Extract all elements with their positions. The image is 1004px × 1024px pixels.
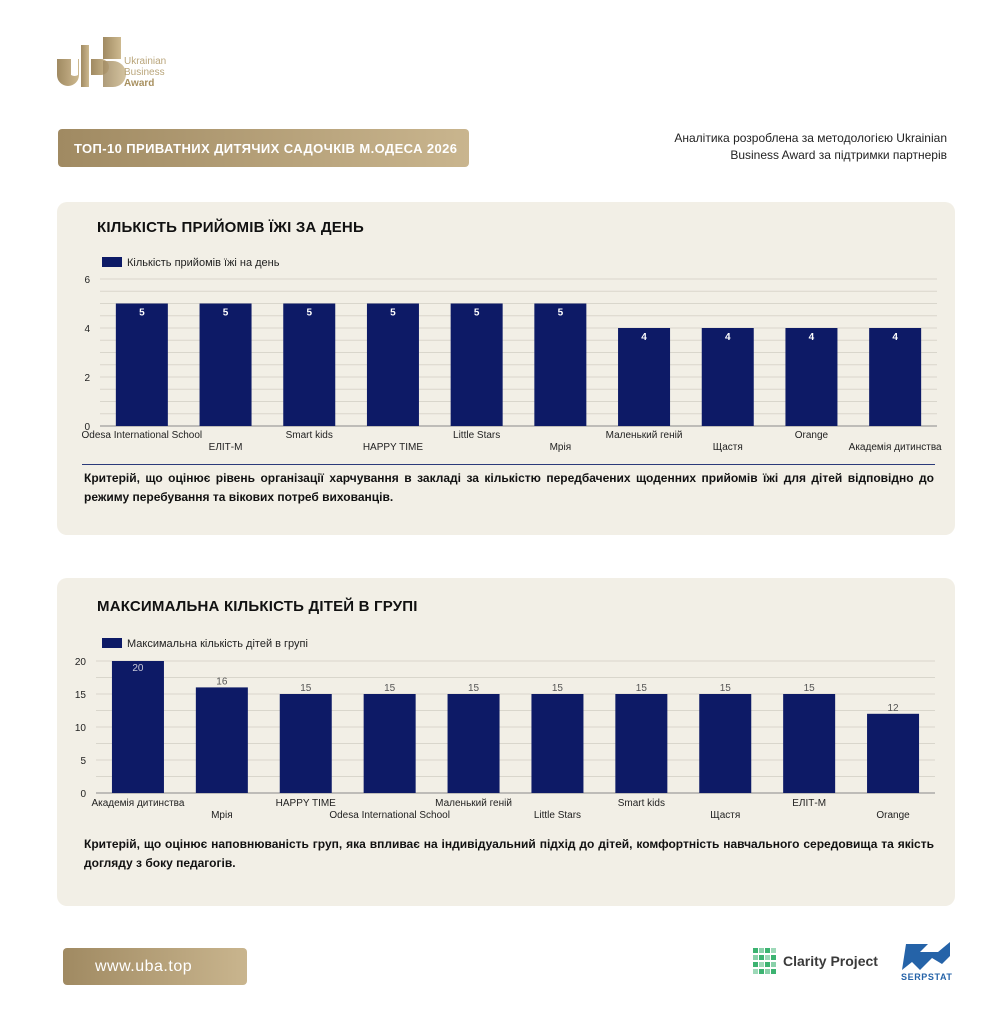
bar [618, 328, 671, 426]
data-label: 5 [558, 308, 564, 319]
x-tick-label: Odesa International School [82, 430, 203, 441]
bar [283, 303, 336, 426]
x-tick-label: Мрія [550, 442, 572, 453]
bar [279, 694, 332, 793]
x-tick-label: Маленький геній [435, 798, 512, 809]
data-label: 20 [132, 663, 144, 674]
data-label: 15 [636, 683, 648, 694]
chart-card-group-size: МАКСИМАЛЬНА КІЛЬКІСТЬ ДІТЕЙ В ГРУПІ Макс… [57, 578, 955, 906]
x-tick-label: Маленький геній [606, 430, 683, 441]
chart-group-size: Максимальна кількість дітей в групі 0 5 10 1… [75, 638, 935, 821]
data-label: 5 [223, 308, 229, 319]
x-tick-label: Little Stars [453, 430, 500, 441]
bar [867, 713, 920, 793]
data-label: 4 [725, 332, 731, 343]
y-tick-label: 20 [75, 657, 87, 668]
data-label: 15 [804, 683, 816, 694]
clarity-project-label: Clarity Project [783, 953, 878, 969]
data-label: 15 [468, 683, 480, 694]
page-title: ТОП-10 ПРИВАТНИХ ДИТЯЧИХ САДОЧКІВ М.ОДЕС… [58, 129, 469, 167]
serpstat-label: SERPSTAT [901, 972, 953, 982]
data-label: 4 [809, 332, 815, 343]
bar [699, 694, 752, 793]
chart-meals: Кількість прийомів їжі на день 0 2 4 6 5 Odesa… [82, 257, 942, 453]
x-tick-label: Smart kids [286, 430, 333, 441]
legend-label: Кількість прийомів їжі на день [127, 257, 280, 269]
uba-logo-icon [57, 37, 126, 87]
divider [82, 464, 935, 465]
data-label: 4 [892, 332, 898, 343]
x-tick-label: Щастя [713, 442, 743, 453]
methodology-note-line-1: Аналітика розроблена за методологією Ukr… [674, 131, 947, 145]
bar [534, 303, 587, 426]
bar [199, 303, 252, 426]
x-tick-label: ЕЛІТ-М [209, 442, 243, 453]
x-tick-label: Академія дитинства [849, 442, 942, 453]
logo-line-3: Award [124, 78, 155, 89]
legend-label: Максимальна кількість дітей в групі [127, 638, 308, 650]
y-tick-label: 6 [84, 275, 90, 286]
bar [366, 303, 419, 426]
website-link[interactable]: www.uba.top [63, 948, 247, 985]
x-tick-label: Академія дитинства [91, 798, 184, 809]
y-tick-label: 4 [84, 324, 90, 335]
y-tick-label: 0 [84, 422, 90, 433]
bar [701, 328, 754, 426]
x-tick-label: HAPPY TIME [276, 798, 337, 809]
x-tick-label: Orange [795, 430, 829, 441]
criterion-text: Критерій, що оцінює наповнюваність груп,… [84, 837, 934, 870]
y-tick-label: 0 [80, 789, 86, 800]
criterion-text: Критерій, що оцінює рівень організації х… [84, 471, 934, 504]
x-tick-label: Odesa International School [329, 810, 450, 821]
x-tick-label: Мрія [211, 810, 233, 821]
bar [615, 694, 668, 793]
data-label: 5 [139, 308, 145, 319]
bar [111, 661, 164, 793]
bar [363, 694, 416, 793]
x-tick-label: Щастя [710, 810, 740, 821]
data-label: 15 [384, 683, 396, 694]
x-tick-label: Little Stars [534, 810, 581, 821]
y-tick-label: 15 [75, 690, 87, 701]
logo-line-1: Ukrainian [124, 56, 167, 67]
x-tick-label: ЕЛІТ-М [792, 798, 826, 809]
data-label: 4 [641, 332, 647, 343]
data-label: 15 [552, 683, 564, 694]
logo-line-2: Business [124, 67, 165, 78]
data-label: 12 [887, 703, 899, 714]
bar [195, 687, 248, 793]
x-tick-label: HAPPY TIME [363, 442, 424, 453]
legend-swatch [102, 257, 122, 267]
chart-title: КІЛЬКІСТЬ ПРИЙОМІВ ЇЖІ ЗА ДЕНЬ [97, 219, 364, 236]
methodology-note: Аналітика розроблена за методологією Ukr… [617, 130, 947, 164]
x-tick-label: Orange [876, 810, 910, 821]
clarity-project-logo: Clarity Project [753, 948, 878, 974]
chart-title: МАКСИМАЛЬНА КІЛЬКІСТЬ ДІТЕЙ В ГРУПІ [97, 598, 418, 615]
data-label: 5 [306, 308, 312, 319]
data-label: 5 [390, 308, 396, 319]
data-label: 5 [474, 308, 480, 319]
data-label: 15 [300, 683, 312, 694]
chart-card-meals: КІЛЬКІСТЬ ПРИЙОМІВ ЇЖІ ЗА ДЕНЬ Кількість… [57, 202, 955, 535]
data-label: 16 [216, 676, 228, 687]
y-tick-label: 10 [75, 723, 87, 734]
y-tick-label: 2 [84, 373, 90, 384]
y-tick-label: 5 [80, 756, 86, 767]
logo-text: Ukrainian Business Award [124, 56, 166, 89]
clarity-project-logo-icon [753, 948, 776, 974]
x-tick-label: Smart kids [618, 798, 665, 809]
legend-swatch [102, 638, 122, 648]
serpstat-logo-icon [902, 942, 950, 970]
methodology-note-line-2: Business Award за підтримки партнерів [730, 148, 947, 162]
bar [115, 303, 168, 426]
bar [531, 694, 584, 793]
bar [450, 303, 503, 426]
data-label: 15 [720, 683, 732, 694]
bar [783, 694, 836, 793]
bar [785, 328, 838, 426]
bar [447, 694, 500, 793]
bar [869, 328, 922, 426]
